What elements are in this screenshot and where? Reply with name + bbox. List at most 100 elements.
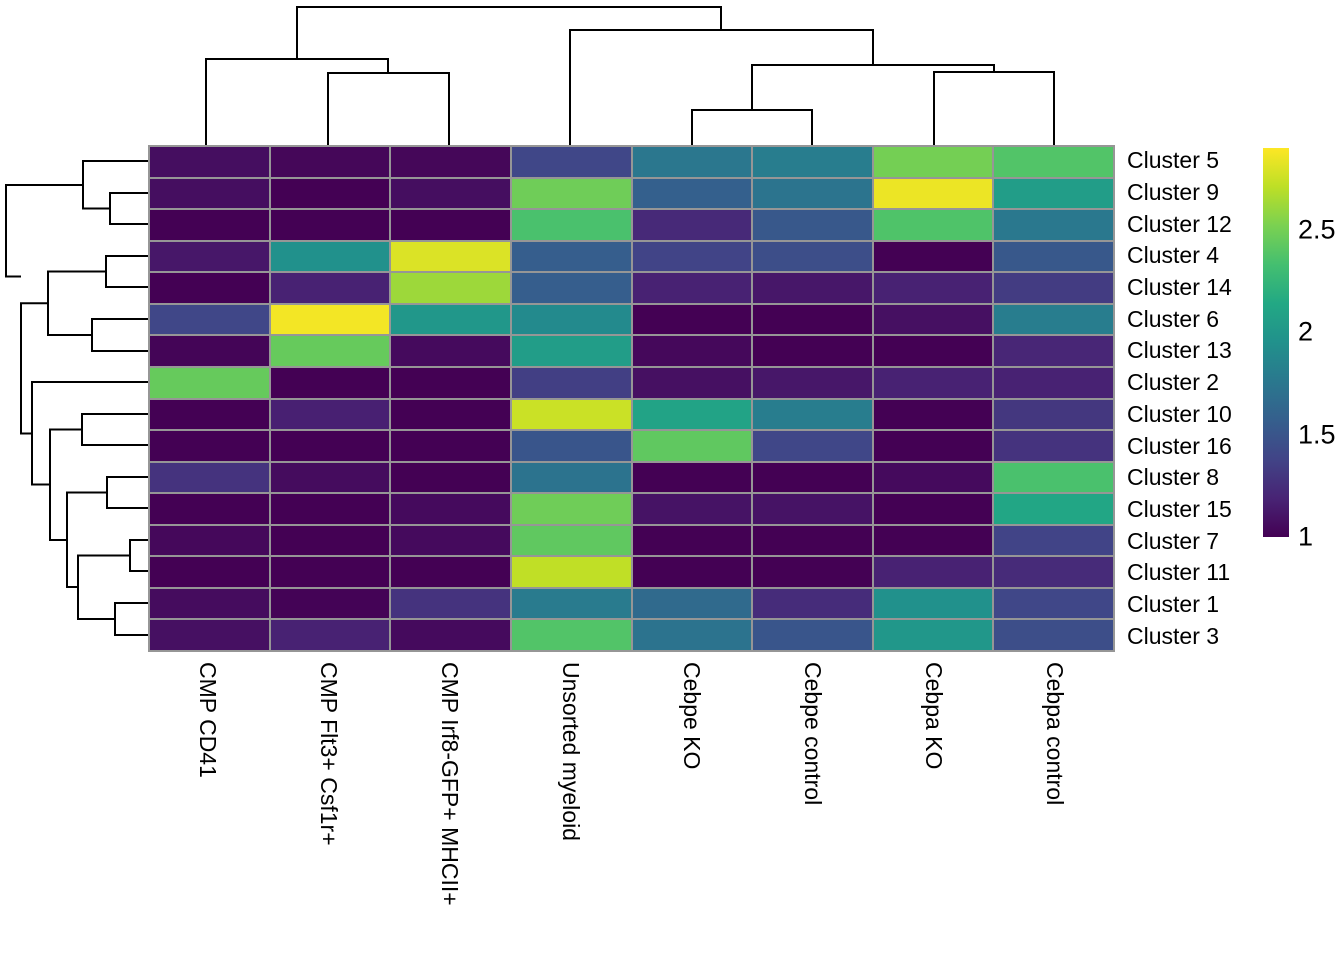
heatmap-cell	[391, 588, 510, 619]
heatmap-cell	[994, 462, 1113, 493]
heatmap-cell	[994, 557, 1113, 587]
heatmap-cell	[994, 588, 1113, 619]
heatmap-cell	[632, 620, 752, 650]
heatmap-cell	[753, 241, 872, 272]
row-label: Cluster 10	[1127, 400, 1232, 427]
heatmap-cell	[632, 178, 752, 209]
heatmap-cell	[270, 304, 390, 335]
column-dendrogram	[205, 6, 1055, 146]
heatmap-cell	[150, 494, 269, 524]
dendrogram-branch	[109, 192, 148, 225]
heatmap-cell	[511, 304, 631, 335]
heatmap-cell	[994, 367, 1113, 398]
heatmap-cell	[753, 557, 872, 587]
heatmap-cell	[391, 178, 510, 209]
heatmap-cell	[391, 494, 510, 524]
heatmap-cell	[150, 147, 269, 177]
heatmap-cell	[511, 147, 631, 177]
heatmap-cell	[391, 241, 510, 272]
heatmap-cell	[150, 431, 269, 461]
heatmap-cell	[511, 336, 631, 366]
column-label: Unsorted myeloid	[558, 662, 585, 841]
row-label: Cluster 2	[1127, 369, 1220, 396]
color-scale-bar	[1263, 148, 1289, 537]
heatmap-cell	[270, 588, 390, 619]
heatmap-cell	[753, 494, 872, 524]
heatmap-cell	[270, 557, 390, 587]
heatmap-cell	[753, 147, 872, 177]
row-label: Cluster 16	[1127, 432, 1232, 459]
heatmap-cell	[391, 367, 510, 398]
heatmap-cell	[391, 557, 510, 587]
heatmap-cell	[511, 588, 631, 619]
heatmap-cell	[270, 336, 390, 366]
heatmap-cell	[511, 241, 631, 272]
heatmap-cell	[270, 210, 390, 240]
heatmap-cell	[391, 147, 510, 177]
heatmap-cell	[150, 557, 269, 587]
heatmap-cell	[753, 525, 872, 556]
heatmap-cell	[873, 178, 993, 209]
heatmap-cell	[270, 178, 390, 209]
heatmap-cell	[511, 462, 631, 493]
heatmap-cell	[994, 620, 1113, 650]
dendrogram-branch	[129, 539, 148, 572]
heatmap-cell	[873, 367, 993, 398]
heatmap-cell	[873, 431, 993, 461]
heatmap-cell	[150, 210, 269, 240]
heatmap-cell	[270, 273, 390, 303]
dendrogram-branch	[933, 71, 1055, 146]
dendrogram-branch	[296, 6, 722, 59]
heatmap-cell	[150, 273, 269, 303]
heatmap-cell	[270, 367, 390, 398]
dendrogram-branch	[20, 302, 48, 435]
heatmap-grid	[148, 145, 1115, 652]
column-label: CMP Flt3+ Csf1r+	[316, 662, 343, 846]
heatmap-cell	[270, 241, 390, 272]
heatmap-cell	[150, 620, 269, 650]
heatmap-cell	[873, 273, 993, 303]
heatmap-cell	[270, 399, 390, 430]
row-label: Cluster 5	[1127, 147, 1220, 174]
heatmap-cell	[511, 367, 631, 398]
heatmap-cell	[873, 399, 993, 430]
heatmap-cell	[873, 304, 993, 335]
row-label: Cluster 9	[1127, 179, 1220, 206]
heatmap-cell	[753, 367, 872, 398]
heatmap-cell	[270, 147, 390, 177]
heatmap-cell	[511, 557, 631, 587]
heatmap-cell	[753, 210, 872, 240]
heatmap-cell	[150, 304, 269, 335]
heatmap-cell	[994, 273, 1113, 303]
row-label: Cluster 12	[1127, 210, 1232, 237]
row-label: Cluster 7	[1127, 527, 1220, 554]
column-label: Cebpa control	[1041, 662, 1068, 806]
heatmap-cell	[391, 462, 510, 493]
column-label: CMP Irf8-GFP+ MHCII+	[437, 662, 464, 906]
heatmap-cell	[391, 399, 510, 430]
heatmap-cell	[150, 525, 269, 556]
heatmap-cell	[270, 494, 390, 524]
heatmap-cell	[632, 494, 752, 524]
heatmap-cell	[632, 210, 752, 240]
row-label: Cluster 1	[1127, 590, 1220, 617]
heatmap-cell	[753, 399, 872, 430]
heatmap-cell	[391, 336, 510, 366]
heatmap-cell	[632, 525, 752, 556]
heatmap-cell	[511, 525, 631, 556]
dendrogram-branch	[66, 491, 107, 588]
heatmap-cell	[391, 273, 510, 303]
heatmap-cell	[511, 399, 631, 430]
column-label: Cebpe control	[799, 662, 826, 806]
color-scale-tick-label: 1	[1298, 521, 1314, 552]
heatmap-cell	[391, 525, 510, 556]
heatmap-cell	[873, 620, 993, 650]
heatmap-cell	[994, 178, 1113, 209]
heatmap-cell	[150, 336, 269, 366]
heatmap-cell	[511, 273, 631, 303]
dendrogram-branch	[77, 554, 130, 620]
heatmap-cell	[511, 494, 631, 524]
color-scale-tick-label: 1.5	[1298, 419, 1336, 450]
heatmap-cell	[632, 588, 752, 619]
row-label: Cluster 8	[1127, 464, 1220, 491]
